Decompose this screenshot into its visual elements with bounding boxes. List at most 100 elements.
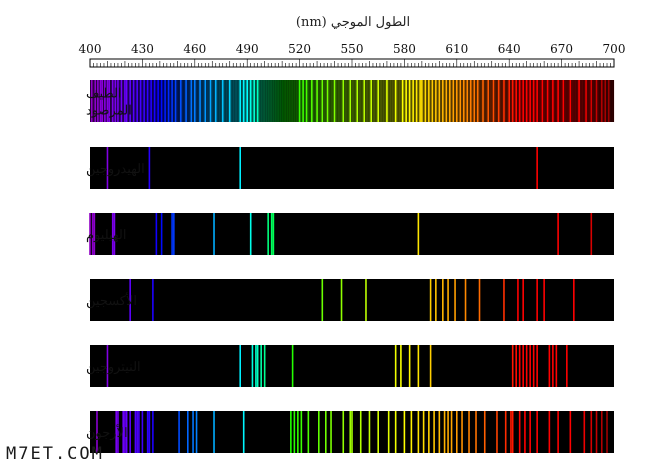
- continuum-strip: [395, 80, 398, 122]
- continuum-strip: [207, 80, 210, 122]
- continuum-strip: [313, 80, 316, 122]
- continuum-strip: [467, 80, 470, 122]
- continuum-strip: [236, 80, 239, 122]
- continuum-strip: [406, 80, 409, 122]
- continuum-strip: [512, 80, 515, 122]
- continuum-strip: [254, 80, 257, 122]
- continuum-strip: [386, 80, 389, 122]
- continuum-strip: [612, 80, 615, 122]
- continuum-strip: [421, 80, 424, 122]
- continuum-strip: [489, 80, 493, 122]
- continuum-strip: [432, 80, 435, 122]
- continuum-strip: [559, 80, 562, 122]
- tick-label-580: 580: [393, 42, 416, 56]
- continuum-strip: [587, 80, 590, 122]
- continuum-strip: [273, 80, 276, 122]
- continuum-strip: [358, 80, 362, 122]
- continuum-strip: [413, 80, 416, 122]
- continuum-strip: [516, 80, 519, 122]
- continuum-strip: [372, 80, 376, 122]
- continuum-strip: [338, 80, 341, 122]
- tick-label-520: 520: [288, 42, 311, 56]
- continuum-strip: [484, 80, 487, 122]
- continuum-strip: [402, 80, 405, 122]
- spectrum-row-2: الهيليوم: [86, 213, 614, 255]
- row-label: الأكسجين: [86, 292, 137, 309]
- continuum-strip: [289, 80, 292, 122]
- x-axis-title: الطول الموجي (nm): [296, 15, 410, 30]
- continuum-strip: [538, 80, 541, 122]
- continuum-strip: [425, 80, 428, 122]
- continuum-strip: [435, 80, 438, 122]
- continuum-strip: [488, 80, 491, 122]
- continuum-strip: [371, 80, 374, 122]
- continuum-strip: [542, 80, 545, 122]
- row-label: الأرجون: [86, 424, 128, 441]
- continuum-strip: [526, 80, 529, 122]
- continuum-strip: [158, 80, 161, 122]
- tick-label-550: 550: [341, 42, 364, 56]
- continuum-strip: [399, 80, 402, 122]
- continuum-strip: [210, 80, 213, 122]
- continuum-strip: [428, 80, 431, 122]
- continuum-strip: [229, 80, 232, 122]
- continuum-strip: [175, 80, 178, 122]
- continuum-strip: [601, 80, 604, 122]
- continuum-strip: [580, 80, 583, 122]
- continuum-strip: [596, 80, 599, 122]
- continuum-strip: [336, 80, 339, 122]
- continuum-strip: [322, 80, 325, 122]
- continuum-strip: [570, 80, 573, 122]
- continuum-strip: [365, 80, 369, 122]
- continuum-strip: [442, 80, 445, 122]
- continuum-strip: [378, 80, 381, 122]
- x-axis-ticks: 400 430 460 490 520 550 580 610 640 670 700: [79, 42, 626, 68]
- continuum-strip: [523, 80, 526, 122]
- continuum-strip: [367, 80, 370, 122]
- continuum-strip: [383, 80, 386, 122]
- continuum-strip: [397, 80, 400, 122]
- continuum-strip: [264, 80, 267, 122]
- continuum-strip: [259, 80, 262, 122]
- continuum-strip: [519, 80, 522, 122]
- continuum-strip: [205, 80, 208, 122]
- continuum-strip: [201, 80, 204, 122]
- continuum-strip: [311, 80, 314, 122]
- continuum-strip: [262, 80, 265, 122]
- continuum-strip: [278, 80, 281, 122]
- continuum-strip: [215, 80, 218, 122]
- continuum-strip: [565, 80, 568, 122]
- tick-label-610: 610: [445, 42, 468, 56]
- continuum-strip: [352, 80, 355, 122]
- continuum-strip: [483, 80, 486, 122]
- continuum-strip: [168, 80, 171, 122]
- continuum-strip: [165, 80, 168, 122]
- continuum-strip: [231, 80, 234, 122]
- continuum-strip: [275, 80, 278, 122]
- tick-label-700: 700: [603, 42, 626, 56]
- continuum-strip: [586, 80, 589, 122]
- continuum-strip: [112, 80, 115, 122]
- continuum-strip: [477, 80, 480, 122]
- row-label: الهيليوم: [86, 228, 126, 243]
- spectrum-band: [90, 213, 614, 255]
- continuum-strip: [591, 80, 594, 122]
- continuum-strip: [446, 80, 449, 122]
- continuum-strip: [318, 80, 321, 122]
- continuum-strip: [554, 80, 557, 122]
- continuum-strip: [317, 80, 320, 122]
- continuum-strip: [339, 80, 342, 122]
- continuum-strip: [509, 80, 512, 122]
- continuum-strip: [133, 80, 136, 122]
- continuum-strip: [505, 80, 508, 122]
- continuum-strip: [537, 80, 540, 122]
- continuum-strip: [374, 80, 377, 122]
- continuum-strip: [140, 80, 143, 122]
- spectrum-rows: الطيف المرصود الهيدروجين الهيليوم الأكسجين ال…: [86, 80, 615, 453]
- tick-label-490: 490: [236, 42, 259, 56]
- continuum-strip: [285, 80, 288, 122]
- continuum-strip: [308, 80, 311, 122]
- continuum-strip: [357, 80, 360, 122]
- continuum-strip: [575, 80, 578, 122]
